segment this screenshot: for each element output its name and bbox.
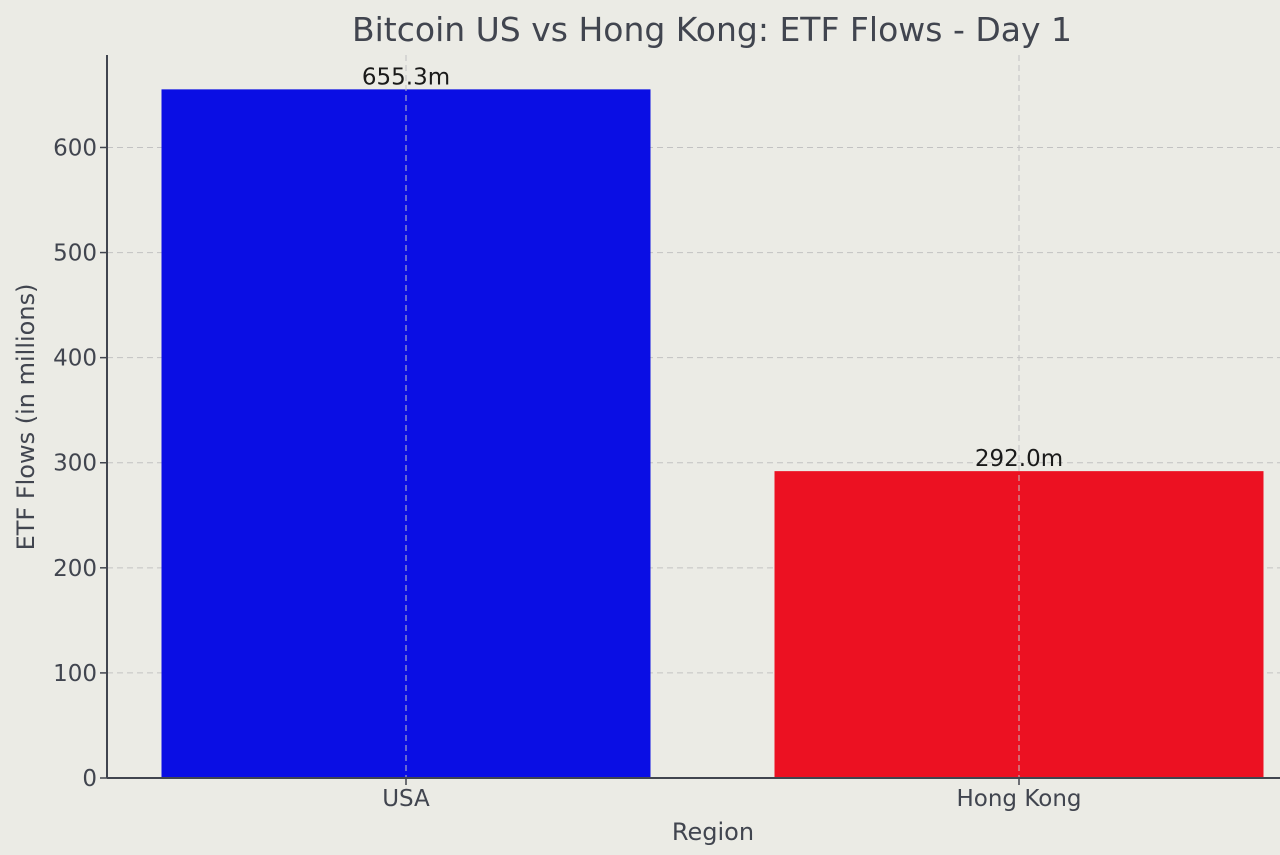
- y-tick-label: 300: [53, 451, 97, 477]
- x-gridlines: [405, 55, 1020, 778]
- axes: [106, 55, 1280, 779]
- y-tick-label: 600: [53, 135, 97, 161]
- y-axis-label: ETF Flows (in millions): [12, 284, 40, 551]
- y-tick-label: 500: [53, 241, 97, 267]
- bars: [161, 89, 1264, 778]
- data-label: 292.0m: [975, 446, 1063, 472]
- x-tick-label: Hong Kong: [956, 786, 1081, 812]
- chart-title: Bitcoin US vs Hong Kong: ETF Flows - Day…: [352, 10, 1072, 49]
- x-axis-label: Region: [672, 818, 754, 846]
- y-tick-label: 100: [53, 661, 97, 687]
- tick-labels: 0 100 200 300 400 500 600 USA Hong Kong: [53, 135, 1081, 812]
- y-tick-label: 0: [82, 766, 97, 792]
- bar-usa: [161, 89, 651, 778]
- data-label: 655.3m: [362, 64, 450, 90]
- data-labels: 655.3m 292.0m: [362, 64, 1063, 472]
- y-tick-label: 400: [53, 346, 97, 372]
- y-tick-label: 200: [53, 556, 97, 582]
- x-tick-label: USA: [382, 786, 430, 812]
